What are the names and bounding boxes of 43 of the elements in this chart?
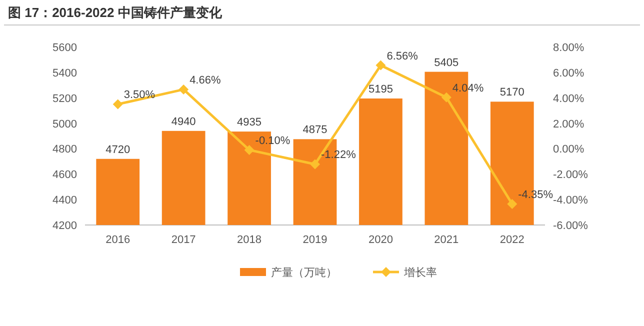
y2-tick-label: 8.00% [553, 42, 584, 54]
data-label: 6.56% [386, 50, 418, 62]
data-label: 5195 [368, 83, 393, 96]
point [112, 99, 123, 110]
y-tick-label: 4800 [52, 144, 77, 156]
chart-title: 图 17：2016-2022 中国铸件产量变化 [8, 5, 223, 20]
y-tick-label: 4600 [52, 169, 77, 182]
y2-tick-label: -4.00% [553, 194, 588, 207]
y2-tick-label: 0.00% [553, 144, 584, 156]
y2-tick-label: -2.00% [553, 169, 588, 182]
point [441, 92, 452, 102]
data-label: 4935 [237, 116, 262, 129]
x-tick-label: 2021 [434, 234, 459, 246]
y-tick-label: 5200 [52, 92, 77, 105]
point [376, 60, 386, 70]
x-tick-label: 2018 [237, 234, 262, 246]
y-tick-label: 5000 [52, 118, 77, 130]
data-label: 4720 [106, 144, 130, 156]
y-tick-label: 4400 [52, 194, 77, 207]
data-label: 4940 [171, 116, 196, 128]
y2-tick-label: 6.00% [553, 67, 584, 80]
data-label: 4875 [302, 124, 328, 136]
x-tick-label: 2022 [500, 234, 524, 246]
y2-tick-label: 2.00% [553, 118, 584, 130]
y2-tick-label: 4.00% [553, 92, 584, 105]
y2-tick-label: -6.00% [553, 220, 588, 232]
y-tick-label: 5400 [52, 67, 77, 80]
x-tick-label: 2019 [302, 234, 328, 246]
y-tick-label: 4200 [52, 220, 77, 232]
point [178, 84, 189, 94]
data-label: 4.66% [190, 74, 221, 86]
data-label: 3.50% [124, 89, 156, 102]
point [507, 199, 518, 210]
x-tick-label: 2016 [106, 234, 130, 246]
legend-label: 产量（万吨） [271, 266, 337, 279]
data-label: 5405 [434, 56, 459, 69]
y-tick-label: 5600 [52, 42, 77, 54]
point [310, 159, 320, 170]
x-tick-label: 2020 [368, 234, 393, 246]
point [244, 144, 254, 155]
legend-label: 增长率 [403, 266, 437, 279]
data-label: 5170 [500, 86, 524, 99]
x-tick-label: 2017 [171, 234, 196, 246]
